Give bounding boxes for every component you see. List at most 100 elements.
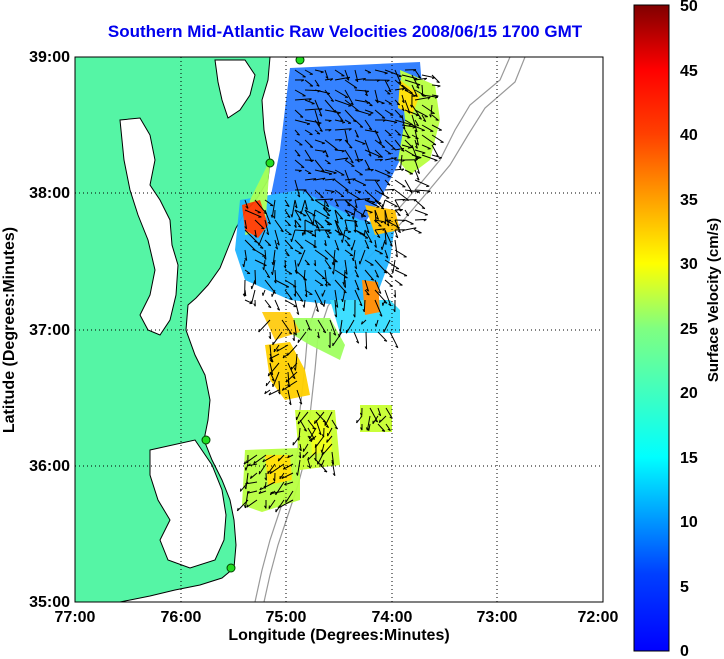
velocity-arrowhead <box>348 199 353 202</box>
velocity-arrowhead <box>269 470 272 474</box>
velocity-arrow <box>314 198 333 201</box>
velocity-arrow <box>394 239 398 258</box>
velocity-arrowhead <box>370 278 374 281</box>
velocity-arrowhead <box>303 429 307 432</box>
velocity-arrowhead <box>335 304 339 308</box>
velocity-arrow <box>294 159 305 168</box>
velocity-arrowhead <box>341 298 344 302</box>
velocity-arrow <box>421 104 435 114</box>
velocity-arrow <box>324 249 338 263</box>
velocity-arrow <box>344 279 346 288</box>
station-marker[interactable] <box>226 563 236 573</box>
velocity-arrowhead <box>307 465 311 469</box>
velocity-arrowhead <box>348 128 352 131</box>
velocity-arrowhead <box>244 486 247 490</box>
velocity-arrow <box>401 114 406 130</box>
velocity-arrow <box>291 199 296 218</box>
velocity-arrow <box>292 435 301 446</box>
velocity-arrow <box>354 119 364 128</box>
velocity-arrowhead <box>339 139 343 142</box>
velocity-arrow <box>254 199 267 215</box>
velocity-arrow <box>364 279 369 292</box>
velocity-arrow <box>334 99 352 107</box>
velocity-arrowhead <box>362 233 365 237</box>
velocity-arrow <box>304 79 314 87</box>
velocity-arrow <box>294 289 304 302</box>
velocity-arrowhead <box>320 226 324 229</box>
velocity-arrowhead <box>414 157 418 161</box>
velocity-arrowhead <box>366 230 370 234</box>
chesapeake-bay <box>119 117 179 336</box>
velocity-arrow <box>281 319 293 335</box>
velocity-arrow <box>421 74 436 79</box>
velocity-arrowhead <box>334 314 337 318</box>
station-marker[interactable] <box>201 435 211 445</box>
velocity-arrow <box>381 239 386 250</box>
velocity-arrow <box>304 189 315 202</box>
velocity-arrowhead <box>380 221 384 224</box>
velocity-arrow <box>251 289 256 304</box>
velocity-arrowhead <box>367 427 370 431</box>
velocity-arrow <box>414 229 422 234</box>
velocity-arrow <box>314 109 321 126</box>
velocity-arrowhead <box>326 214 330 217</box>
velocity-arrow <box>404 79 421 86</box>
velocity-arrowhead <box>314 420 316 424</box>
velocity-arrow <box>374 219 382 227</box>
velocity-arrowhead <box>380 207 385 210</box>
velocity-arrow <box>324 411 333 426</box>
velocity-arrowhead <box>333 172 337 175</box>
velocity-arrow <box>411 134 419 140</box>
velocity-arrow <box>321 443 333 456</box>
velocity-arrowhead <box>356 159 360 163</box>
velocity-arrow <box>297 459 301 476</box>
station-marker[interactable] <box>265 158 275 168</box>
velocity-arrowhead <box>310 199 314 202</box>
velocity-arrowhead <box>254 234 257 238</box>
velocity-arrow <box>294 199 298 209</box>
velocity-arrow <box>274 239 279 250</box>
velocity-arrowhead <box>276 308 280 311</box>
velocity-arrowhead <box>311 222 314 226</box>
velocity-arrowhead <box>339 217 343 220</box>
velocity-arrowhead <box>236 507 239 512</box>
velocity-arrowhead <box>360 159 364 162</box>
colorbar-tick-label: 45 <box>680 63 698 80</box>
velocity-arrow <box>404 109 420 116</box>
velocity-arrow <box>374 169 391 178</box>
velocity-arrowhead <box>290 238 292 242</box>
velocity-arrowhead <box>297 154 301 157</box>
velocity-arrowhead <box>391 188 395 192</box>
y-tick-label: 37:00 <box>29 322 70 339</box>
velocity-arrowhead <box>272 215 276 219</box>
velocity-arrowhead <box>401 88 405 91</box>
velocity-arrow <box>344 139 353 149</box>
velocity-arrowhead <box>362 78 366 81</box>
velocity-arrow <box>299 443 302 451</box>
velocity-arrow <box>303 299 306 308</box>
velocity-arrow <box>263 259 266 271</box>
velocity-arrow <box>384 109 394 116</box>
velocity-arrowhead <box>438 157 442 159</box>
velocity-arrow <box>421 114 427 122</box>
velocity-arrowhead <box>391 270 394 274</box>
velocity-arrowhead <box>289 297 293 301</box>
velocity-arrow <box>411 104 422 120</box>
velocity-arrow <box>344 149 354 164</box>
velocity-arrowhead <box>246 504 249 508</box>
velocity-arrowhead <box>298 170 302 173</box>
velocity-arrowhead <box>288 402 292 406</box>
colorbar-tick-label: 35 <box>680 192 698 209</box>
velocity-arrowhead <box>298 218 302 221</box>
velocity-arrowhead <box>302 304 305 308</box>
velocity-arrowhead <box>250 300 253 304</box>
velocity-arrowhead <box>365 427 368 431</box>
velocity-arrowhead <box>332 473 336 477</box>
velocity-arrowhead <box>327 284 331 286</box>
station-marker[interactable] <box>295 56 305 65</box>
velocity-arrow <box>334 269 348 279</box>
velocity-arrow <box>294 69 306 78</box>
velocity-arrowhead <box>401 168 405 172</box>
velocity-arrow <box>307 451 317 461</box>
